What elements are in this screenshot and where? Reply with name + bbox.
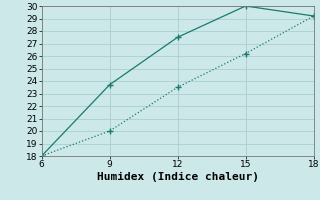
X-axis label: Humidex (Indice chaleur): Humidex (Indice chaleur) bbox=[97, 172, 259, 182]
